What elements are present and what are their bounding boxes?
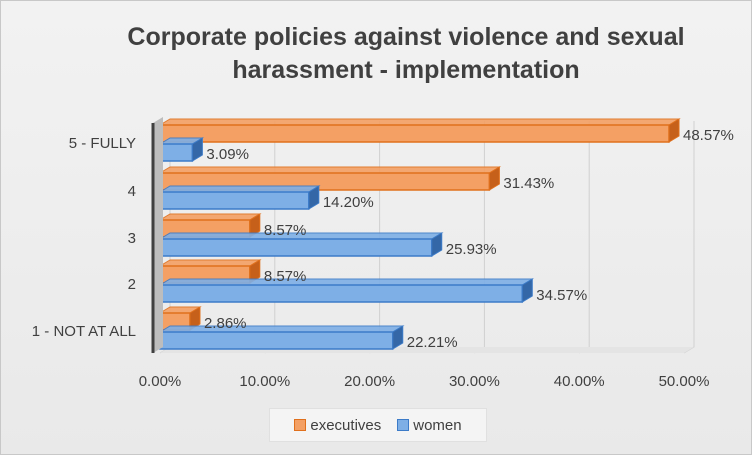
- legend-entry-executives: executives: [294, 417, 381, 434]
- y-tick-label: 1 - NOT AT ALL: [32, 323, 136, 340]
- legend-label-women: women: [413, 416, 462, 434]
- legend: executives women: [269, 408, 487, 442]
- axis-wall: [153, 117, 163, 353]
- bar-women-3: [158, 232, 444, 257]
- bar-women-4: [158, 185, 321, 210]
- x-tick-label: 30.00%: [449, 373, 500, 390]
- legend-swatch-women: [397, 419, 410, 431]
- data-label-women-4: 14.20%: [323, 194, 374, 211]
- y-tick-label: 4: [128, 183, 136, 200]
- bar-women-5-fully: [158, 137, 205, 162]
- x-tick-label: 40.00%: [554, 373, 605, 390]
- x-tick-label: 0.00%: [139, 373, 182, 390]
- legend-entry-women: women: [397, 416, 462, 434]
- bar-women-2: [158, 278, 535, 303]
- data-label-executives-4: 31.43%: [503, 175, 554, 192]
- y-tick-label: 3: [128, 230, 136, 247]
- data-label-women-5-fully: 3.09%: [206, 146, 249, 163]
- gridline: [578, 121, 590, 354]
- axes: 0.00% 10.00% 20.00% 30.00% 40.00% 50.00% 1 - N…: [32, 117, 710, 390]
- data-label-executives-2: 8.57%: [264, 268, 307, 285]
- data-label-executives-3: 8.57%: [264, 222, 307, 239]
- data-label-executives-5-fully: 48.57%: [683, 127, 734, 144]
- x-tick-label: 50.00%: [659, 373, 710, 390]
- bar-executives-4: [158, 166, 502, 191]
- x-tick-label: 10.00%: [239, 373, 290, 390]
- data-labels: 48.57% 3.09% 31.43% 14.20% 8.57% 25.93% 8.57% 3…: [204, 127, 734, 351]
- bars: [158, 118, 681, 350]
- data-label-executives-1-not-at-all: 2.86%: [204, 315, 247, 332]
- bar-executives-5-fully: [158, 118, 681, 143]
- legend-swatch-executives: [294, 419, 307, 431]
- legend-label-executives: executives: [310, 416, 382, 434]
- y-tick-label: 5 - FULLY: [69, 135, 136, 152]
- bar-women-1-not-at-all: [158, 325, 405, 350]
- data-label-women-3: 25.93%: [446, 241, 497, 258]
- chart-title: Corporate policies against violence and …: [127, 23, 685, 84]
- x-tick-label: 20.00%: [344, 373, 395, 390]
- data-label-women-2: 34.57%: [536, 287, 587, 304]
- gridline: [474, 121, 485, 354]
- data-label-women-1-not-at-all: 22.21%: [407, 334, 458, 351]
- y-tick-label: 2: [128, 276, 136, 293]
- gridline: [683, 121, 695, 354]
